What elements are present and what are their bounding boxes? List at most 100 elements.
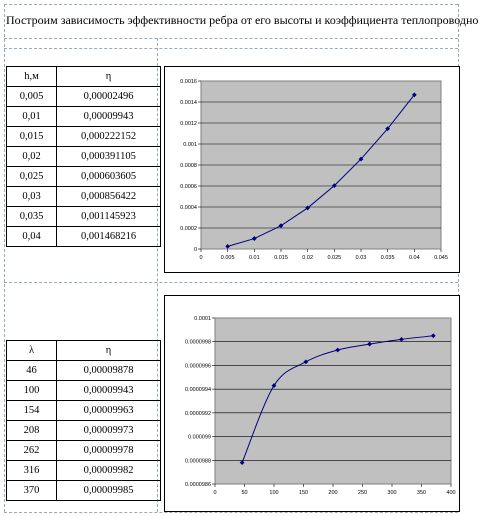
data-point xyxy=(358,156,364,162)
x-tick-label: 0.01 xyxy=(249,255,260,261)
guide-middle xyxy=(157,38,158,512)
x-tick-label: 0.04 xyxy=(409,255,420,261)
table-cell-eta: 0,00009985 xyxy=(56,480,161,501)
x-tick-label: 0 xyxy=(199,255,202,261)
table-cell-arg: 0,01 xyxy=(6,106,57,127)
height-efficiency-chart-svg: 0 0.0002 0.0004 0.0006 0.0008 0.001 0.0012 0.00… xyxy=(180,79,448,261)
table-cell-eta: 0,001145923 xyxy=(56,206,161,227)
guide-bottom xyxy=(4,512,458,513)
y-tick-label: 0 xyxy=(194,247,197,253)
table-row: 0,015 0,000222152 xyxy=(6,126,161,147)
x-tick-label: 0.03 xyxy=(356,255,367,261)
x-tick-label: 300 xyxy=(387,490,396,496)
y-tick-label: 0.000099 xyxy=(188,435,211,441)
table-row: 208 0,00009973 xyxy=(6,420,161,441)
table-row: 0,03 0,000856422 xyxy=(6,186,161,207)
x-tick-label: 0.035 xyxy=(381,255,395,261)
y-tick-label: 0.001 xyxy=(183,142,197,148)
table-row: 154 0,00009963 xyxy=(6,400,161,421)
data-point xyxy=(367,341,372,347)
data-point xyxy=(331,183,337,189)
column-header-eta: η xyxy=(56,66,161,87)
data-point xyxy=(430,333,436,339)
data-point xyxy=(251,236,257,241)
table-cell-arg: 0,025 xyxy=(6,166,57,187)
y-tick-label: 0.0006 xyxy=(180,184,197,190)
plot-area xyxy=(214,317,452,485)
guide-row-top xyxy=(4,48,458,49)
column-header-lambda: λ xyxy=(6,340,57,361)
data-point xyxy=(271,383,277,388)
table-cell-arg: 100 xyxy=(6,380,57,401)
table-body: 0,005 0,00002496 0,01 0,00009943 0,015 0,0002… xyxy=(6,86,161,247)
y-tick-label: 0.0000994 xyxy=(185,387,211,393)
x-tick-label: 100 xyxy=(269,490,278,496)
y-tick-label: 0.0000986 xyxy=(185,482,211,488)
y-tick-label: 0.0001 xyxy=(194,316,211,322)
data-point xyxy=(335,347,341,353)
table-cell-eta: 0,00009978 xyxy=(56,440,161,461)
guide-left xyxy=(4,4,5,512)
table-cell-eta: 0,00009963 xyxy=(56,400,161,421)
y-tick-label: 0.0000992 xyxy=(185,411,211,417)
x-tick-label: 400 xyxy=(446,490,455,496)
table-cell-arg: 262 xyxy=(6,440,57,461)
x-tick-label: 0.02 xyxy=(302,255,313,261)
table-cell-eta: 0,00002496 xyxy=(56,86,161,107)
data-point xyxy=(411,92,417,98)
data-point xyxy=(239,460,245,466)
y-tick-label: 0.0014 xyxy=(180,100,197,106)
data-point xyxy=(303,359,309,365)
conductivity-efficiency-table: λ η 46 0,00009878 100 0,00009943 154 0,000099… xyxy=(6,340,161,501)
table-body: 46 0,00009878 100 0,00009943 154 0,00009963 20… xyxy=(6,360,161,501)
table-header-row: h,м η xyxy=(6,66,161,87)
table-cell-arg: 0,015 xyxy=(6,126,57,147)
table-cell-arg: 208 xyxy=(6,420,57,441)
conductivity-efficiency-chart-svg: 0.0000986 0.0000988 0.000099 0.0000992 0.000… xyxy=(185,316,456,496)
table-row: 370 0,00009985 xyxy=(6,480,161,501)
y-tick-label: 0.0012 xyxy=(180,121,197,127)
x-tick-label: 50 xyxy=(241,490,247,496)
table-row: 0,025 0,000603605 xyxy=(6,166,161,187)
y-tick-label: 0.0000996 xyxy=(185,363,211,369)
table-cell-arg: 0,035 xyxy=(6,206,57,227)
table-row: 0,04 0,001468216 xyxy=(6,226,161,247)
table-header-row: λ η xyxy=(6,340,161,361)
table-cell-eta: 0,000391105 xyxy=(56,146,161,167)
table-cell-arg: 370 xyxy=(6,480,57,501)
table-cell-eta: 0,000603605 xyxy=(56,166,161,187)
height-efficiency-table: h,м η 0,005 0,00002496 0,01 0,00009943 0,015… xyxy=(6,66,161,247)
table-row: 46 0,00009878 xyxy=(6,360,161,381)
x-tick-label: 200 xyxy=(328,490,337,496)
guide-title-bottom xyxy=(4,38,458,39)
table-row: 0,02 0,000391105 xyxy=(6,146,161,167)
y-tick-label: 0.0008 xyxy=(180,163,197,169)
y-tick-label: 0.0002 xyxy=(180,226,197,232)
table-row: 262 0,00009978 xyxy=(6,440,161,461)
table-row: 0,005 0,00002496 xyxy=(6,86,161,107)
column-header-eta: η xyxy=(56,340,161,361)
column-header-h: h,м xyxy=(6,66,57,87)
table-cell-arg: 46 xyxy=(6,360,57,381)
guide-row-middle xyxy=(4,282,458,283)
height-efficiency-chart: 0 0.0002 0.0004 0.0006 0.0008 0.001 0.0012 0.00… xyxy=(164,66,460,273)
table-cell-eta: 0,00009943 xyxy=(56,106,161,127)
table-cell-eta: 0,00009943 xyxy=(56,380,161,401)
series-line xyxy=(227,94,415,247)
y-tick-label: 0.0004 xyxy=(180,205,197,211)
table-cell-eta: 0,000856422 xyxy=(56,186,161,207)
data-point xyxy=(305,205,311,211)
y-tick-label: 0.0000998 xyxy=(185,340,211,346)
table-cell-eta: 0,000222152 xyxy=(56,126,161,147)
y-tick-label: 0.0016 xyxy=(180,79,197,85)
page-title: Построим зависимость эффективности ребра… xyxy=(6,13,479,27)
x-tick-label: 0.025 xyxy=(327,255,341,261)
table-cell-arg: 316 xyxy=(6,460,57,481)
table-cell-arg: 0,02 xyxy=(6,146,57,167)
table-row: 100 0,00009943 xyxy=(6,380,161,401)
table-cell-arg: 154 xyxy=(6,400,57,421)
table-row: 0,01 0,00009943 xyxy=(6,106,161,127)
guide-top xyxy=(4,4,458,5)
x-tick-label: 0.015 xyxy=(274,255,288,261)
